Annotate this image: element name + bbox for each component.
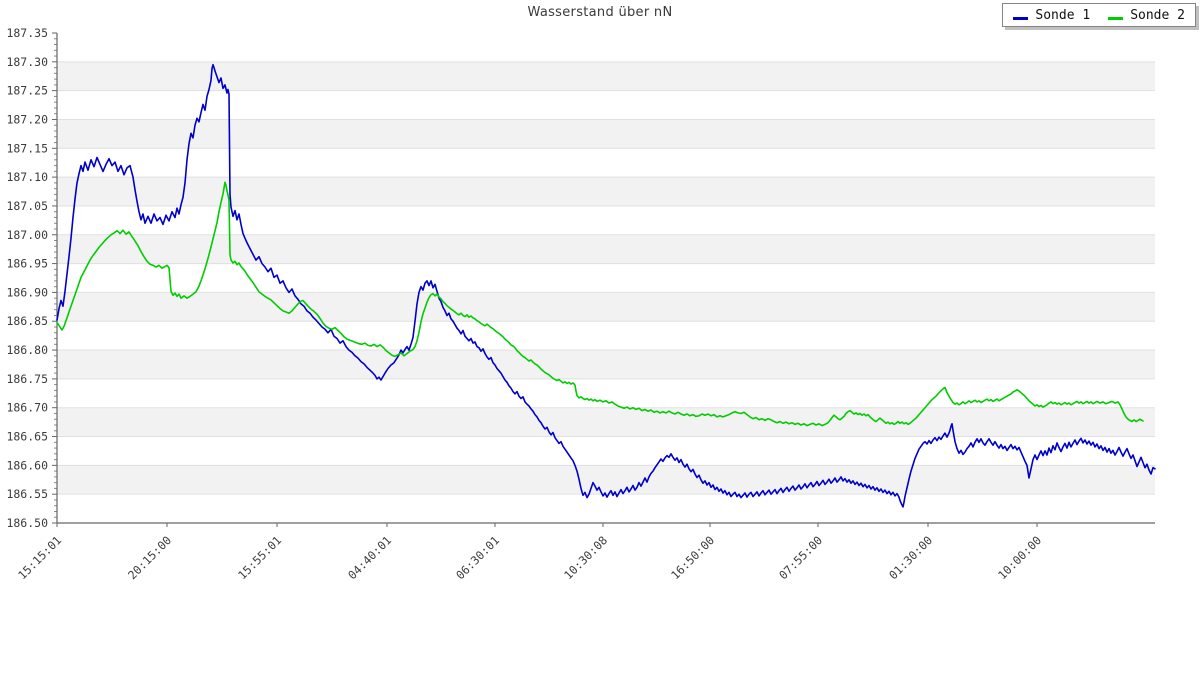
chart-title: Wasserstand über nN: [527, 5, 673, 20]
grid-band: [57, 61, 1155, 91]
y-tick-label: 186.85: [6, 314, 48, 328]
y-tick-label: 187.00: [6, 228, 48, 242]
grid-band: [57, 234, 1155, 264]
grid-band: [57, 119, 1155, 149]
y-tick-label: 187.20: [6, 112, 48, 126]
x-tick-label: 07:55:00: [776, 533, 825, 582]
y-tick-label: 186.50: [6, 516, 48, 530]
y-tick-label: 186.95: [6, 257, 48, 271]
y-tick-label: 187.35: [6, 26, 48, 40]
y-tick-label: 186.60: [6, 458, 48, 472]
y-tick-label: 186.55: [6, 487, 48, 501]
legend-label-sonde-2: Sonde 2: [1130, 7, 1185, 23]
sonde-1-line-swatch-icon: [1013, 16, 1029, 20]
legend-item-sonde-1: Sonde 1: [1013, 8, 1090, 23]
x-tick-label: 10:30:08: [561, 533, 610, 582]
grid-band: [57, 350, 1155, 379]
y-tick-label: 187.05: [6, 199, 48, 213]
legend-label-sonde-1: Sonde 1: [1035, 7, 1091, 23]
grid-band: [57, 465, 1155, 495]
y-tick-label: 187.10: [6, 170, 48, 184]
series-line-sonde-1: [56, 63, 1156, 508]
y-tick-label: 186.90: [6, 285, 48, 299]
x-tick-label: 16:50:00: [668, 533, 717, 582]
sonde-2-line-swatch-icon: [1108, 16, 1124, 20]
y-tick-label: 186.70: [6, 401, 48, 415]
grid-band: [57, 292, 1155, 322]
water-level-chart: 186.50 186.55 186.60 186.65 186.70 186.75 186.…: [6, 26, 1156, 582]
x-tick-label: 01:30:00: [886, 533, 935, 582]
y-tick-label: 187.25: [6, 84, 48, 98]
series-line-sonde-2: [56, 181, 1144, 427]
x-tick-label: 15:15:01: [15, 533, 64, 582]
y-tick-label: 186.65: [6, 430, 48, 444]
y-tick-label: 187.15: [6, 141, 48, 155]
x-tick-label: 04:40:01: [345, 533, 394, 582]
legend-item-sonde-2: Sonde 2: [1108, 8, 1185, 23]
legend: Sonde 1 Sonde 2: [1002, 3, 1196, 27]
x-tick-label: 15:55:01: [235, 533, 284, 582]
y-tick-label: 186.80: [6, 343, 48, 357]
y-tick-label: 187.30: [6, 55, 48, 69]
y-tick-label: 186.75: [6, 372, 48, 386]
grid-band: [57, 177, 1155, 206]
grid-band: [57, 407, 1155, 437]
x-tick-label: 20:15:00: [125, 533, 174, 582]
x-tick-label: 06:30:01: [453, 533, 502, 582]
x-tick-label: 10:00:00: [995, 533, 1044, 582]
